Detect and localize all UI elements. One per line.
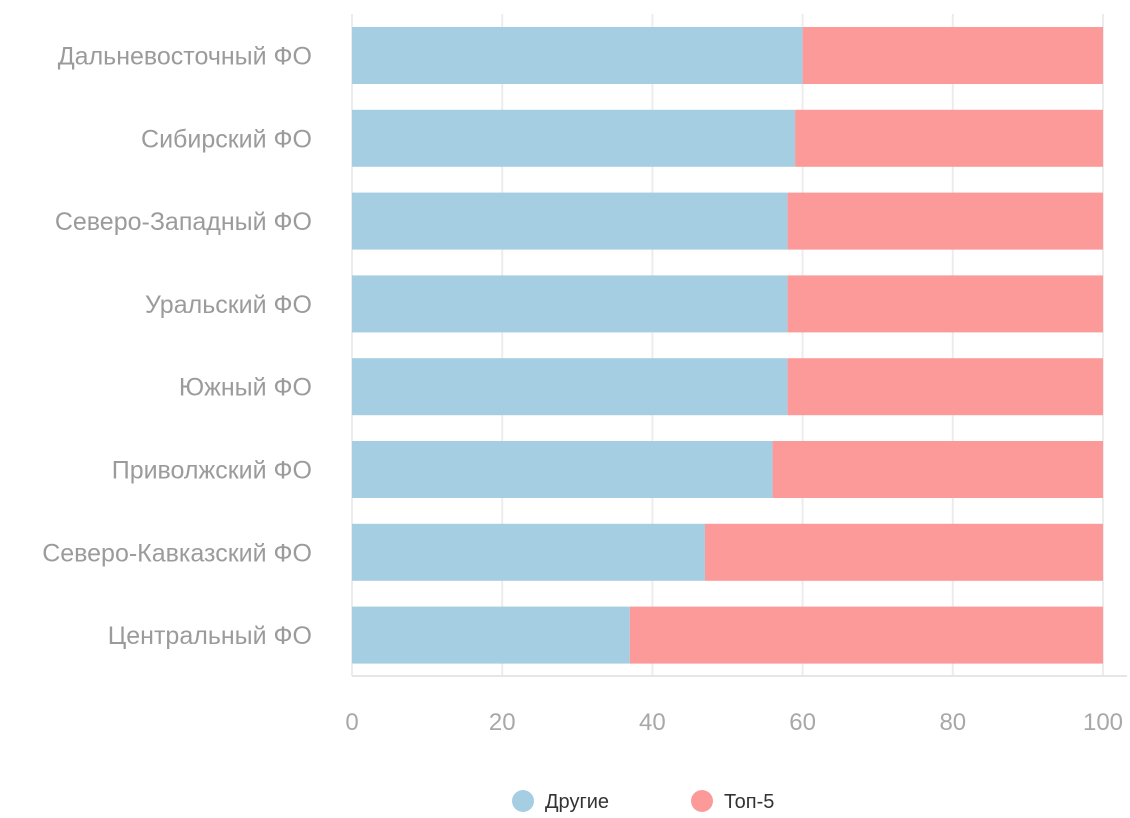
bar-drugie (352, 275, 788, 333)
bar-top5 (787, 358, 1103, 416)
x-tick-label: 0 (345, 709, 358, 736)
bar-top5 (787, 192, 1103, 250)
bar-top5 (795, 109, 1103, 167)
legend-swatch (691, 790, 713, 812)
x-tick-label: 80 (939, 709, 966, 736)
bar-top5 (802, 27, 1103, 84)
legend: Другие Топ-5 (512, 790, 774, 813)
bar-drugie (352, 27, 803, 84)
category-label: Приволжский ФО (112, 457, 312, 485)
bar-top5 (704, 523, 1103, 581)
category-label: Северо-Кавказский ФО (42, 539, 312, 567)
category-label: Южный ФО (179, 374, 312, 402)
bar-top5 (772, 441, 1103, 498)
category-label: Дальневосточный ФО (58, 43, 312, 71)
category-label: Северо-Западный ФО (55, 208, 312, 236)
bar-drugie (352, 192, 788, 250)
x-tick-label: 100 (1083, 709, 1123, 736)
category-label: Сибирский ФО (141, 125, 312, 153)
bar-drugie (352, 606, 630, 664)
legend-item-top5[interactable]: Топ-5 (691, 790, 774, 813)
x-tick-label: 60 (789, 709, 816, 736)
bar-drugie (352, 523, 705, 581)
bar-drugie (352, 358, 788, 416)
legend-label: Другие (545, 791, 609, 813)
category-labels: Дальневосточный ФО Сибирский ФО Северо-Зап… (42, 43, 312, 651)
x-tick-label: 20 (489, 709, 516, 736)
x-tick-label: 40 (639, 709, 666, 736)
category-label: Центральный ФО (108, 622, 312, 650)
legend-label: Топ-5 (724, 791, 774, 813)
legend-item-drugie[interactable]: Другие (512, 790, 609, 813)
legend-swatch (512, 790, 534, 812)
bar-drugie (352, 109, 796, 167)
bars (352, 27, 1103, 664)
x-axis-tick-labels: 0 20 40 60 80 100 (345, 709, 1123, 736)
bar-drugie (352, 441, 773, 498)
category-label: Уральский ФО (145, 291, 312, 319)
bar-top5 (629, 606, 1103, 664)
bar-top5 (787, 275, 1103, 333)
